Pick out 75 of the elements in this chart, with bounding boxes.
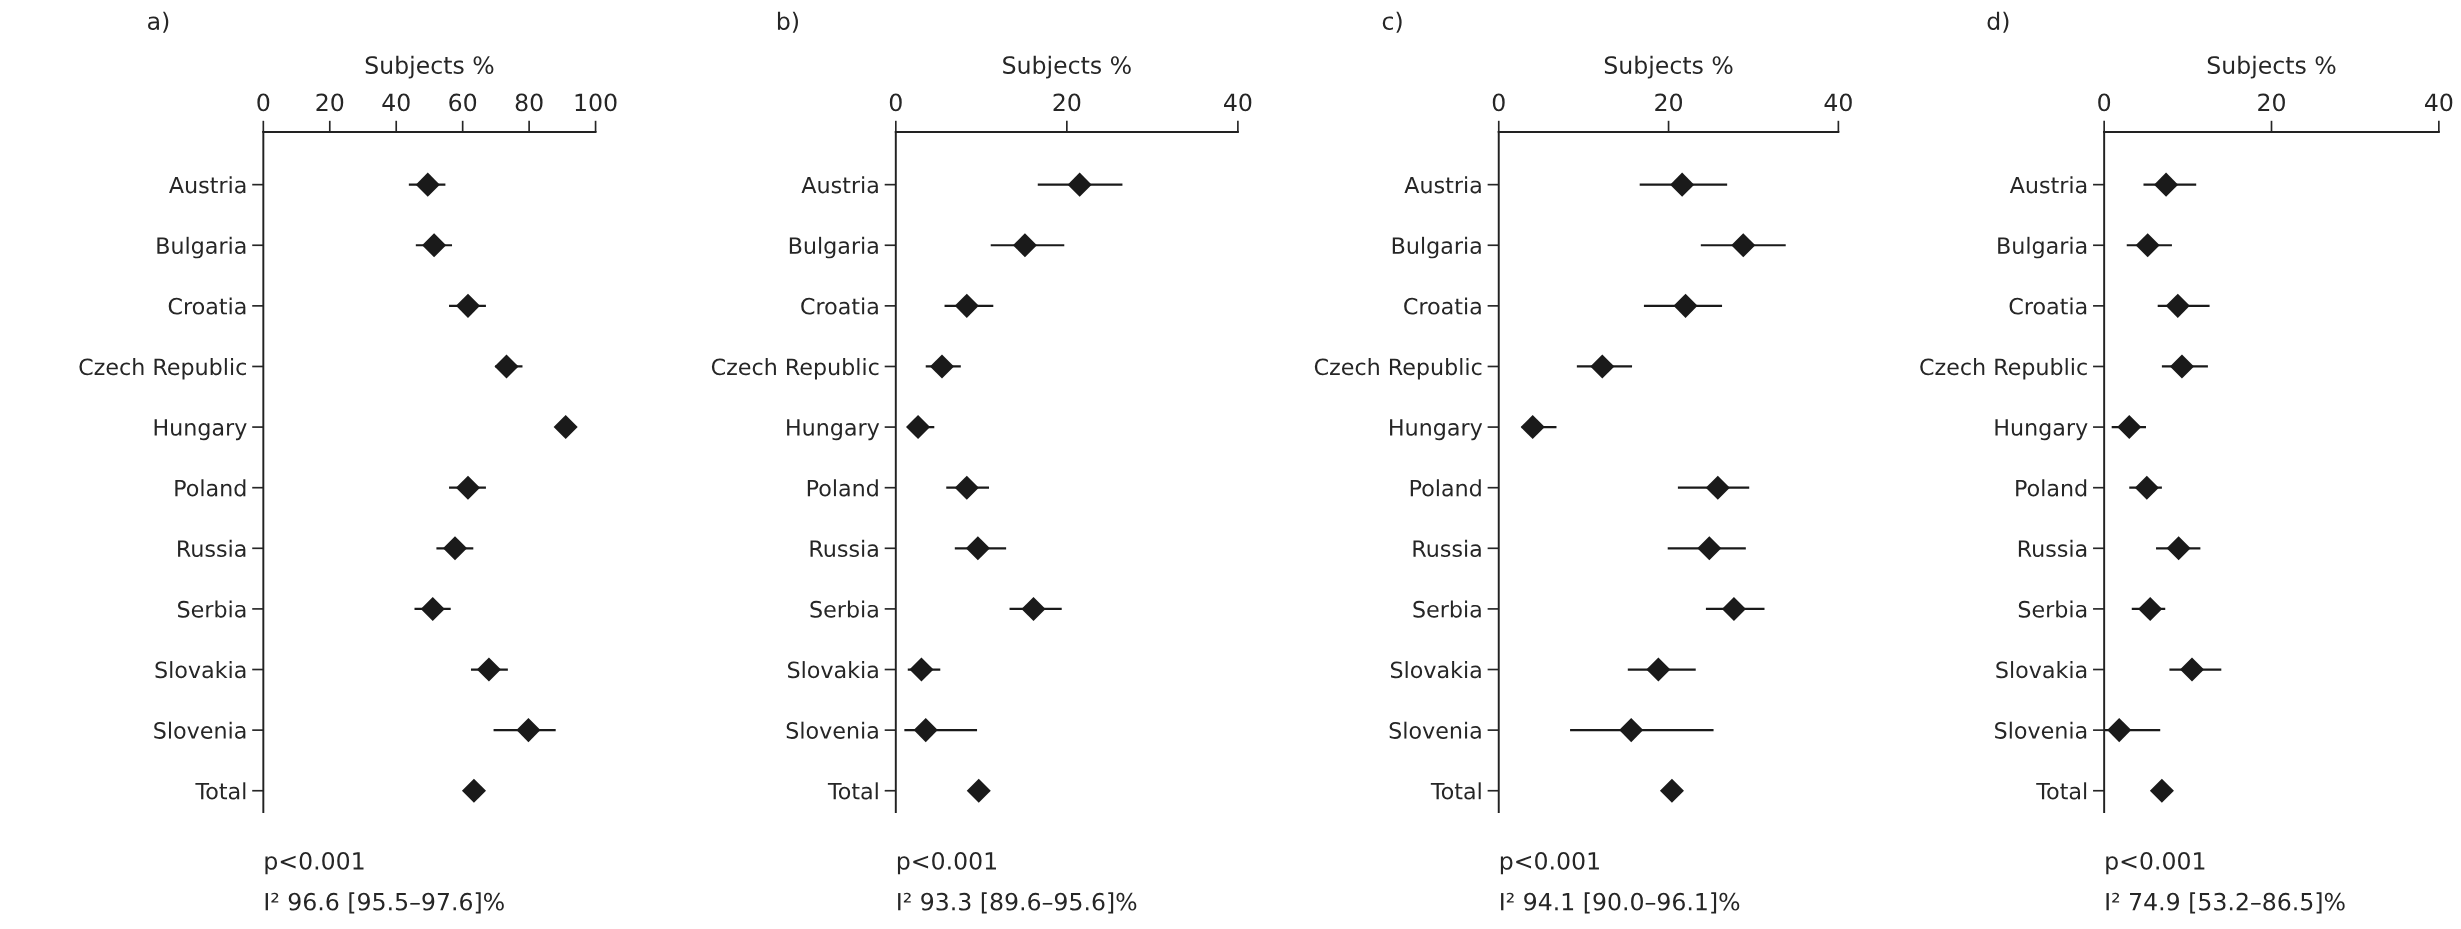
x-axis-title: Subjects % (1003, 55, 1131, 79)
y-tick-label: Bulgaria (157, 236, 246, 259)
x-tick-label: 20 (2258, 93, 2285, 112)
y-tick-label: Austria (169, 176, 246, 194)
y-tick-label: Slovakia (1996, 661, 2087, 679)
text: p<0.001 (1500, 851, 1599, 875)
x-tick-label: 0 (1492, 93, 1505, 112)
text: p<0.001 (2106, 851, 2205, 875)
y-tick-label: Slovenia (1995, 721, 2087, 739)
y-tick-label: Serbia (1413, 600, 1481, 618)
y-tick-label: Slovakia (1390, 661, 1481, 679)
x-tick-label: 40 (1824, 93, 1852, 112)
y-tick-label: Serbia (2018, 600, 2087, 618)
y-tick-label: Slovakia (155, 661, 246, 679)
y-tick-label: Austria (1404, 176, 1481, 194)
x-tick-label: 40 (1224, 93, 1252, 112)
y-tick-label: Total (2036, 782, 2087, 800)
text: I² 93.3 [89.6–95.6]% (898, 892, 1137, 914)
y-tick-label: Czech Republic (79, 358, 246, 380)
x-tick-label: 60 (449, 93, 477, 112)
x-axis-title: Subjects % (365, 55, 494, 79)
y-tick-label: Slovenia (154, 721, 246, 739)
text: I² 74.9 [53.2–86.5]% (2106, 892, 2345, 914)
x-tick-label: 0 (889, 93, 902, 112)
y-tick-label: Hungary (154, 419, 247, 441)
y-tick-label: Croatia (801, 297, 878, 315)
x-tick-label: 40 (382, 93, 410, 112)
x-tick-label: 100 (575, 93, 617, 112)
x-tick-label: 20 (1053, 93, 1081, 112)
x-tick-label: 0 (2098, 93, 2111, 112)
y-tick-label: Russia (178, 539, 246, 558)
y-tick-label: Croatia (2009, 297, 2087, 315)
y-tick-label: Austria (2009, 176, 2087, 194)
x-tick-label: 20 (316, 93, 344, 112)
y-tick-label: Slovenia (1389, 721, 1481, 739)
y-tick-label: Russia (1413, 539, 1481, 558)
chart-title: b) (777, 11, 798, 33)
y-tick-label: Austria (801, 176, 878, 194)
y-tick-label: Poland (1410, 479, 1481, 497)
y-tick-label: Czech Republic (1920, 358, 2087, 380)
y-tick-label: Croatia (1404, 297, 1481, 315)
y-tick-label: Serbia (178, 600, 246, 618)
x-tick-label: 20 (1655, 93, 1683, 112)
y-tick-label: Slovakia (787, 661, 878, 679)
chart-title: a) (148, 11, 169, 33)
y-tick-label: Czech Republic (711, 358, 879, 380)
x-tick-label: 0 (257, 93, 270, 112)
y-tick-label: Total (827, 782, 878, 800)
y-tick-label: Russia (810, 539, 878, 558)
y-tick-label: Hungary (1390, 419, 1483, 441)
y-tick-label: Russia (2018, 539, 2087, 558)
y-tick-label: Poland (2016, 479, 2087, 497)
text: p<0.001 (897, 851, 996, 875)
y-tick-label: Hungary (1995, 419, 2088, 441)
y-tick-label: Poland (807, 479, 878, 497)
y-tick-label: Czech Republic (1314, 358, 1482, 380)
y-tick-label: Bulgaria (1998, 236, 2087, 259)
text: I² 94.1 [90.0–96.1]% (1501, 892, 1740, 914)
y-tick-label: Croatia (168, 297, 246, 315)
y-tick-label: Poland (175, 479, 246, 497)
y-tick-label: Bulgaria (789, 236, 878, 259)
x-axis-title: Subjects % (1604, 55, 1733, 79)
chart-title: c) (1382, 11, 1402, 33)
x-axis-title: Subjects % (2207, 55, 2336, 79)
chart-title: d) (1987, 11, 2009, 33)
y-tick-label: Serbia (810, 600, 878, 618)
y-tick-label: Total (1430, 782, 1481, 800)
text: I² 96.6 [95.5–97.6]% (265, 892, 504, 914)
y-tick-label: Bulgaria (1392, 236, 1481, 259)
x-tick-label: 40 (2424, 93, 2453, 112)
y-tick-label: Hungary (787, 419, 880, 441)
y-tick-label: Total (195, 782, 246, 800)
y-tick-label: Slovenia (786, 721, 878, 739)
text: p<0.001 (265, 851, 364, 875)
x-tick-label: 80 (515, 93, 543, 112)
